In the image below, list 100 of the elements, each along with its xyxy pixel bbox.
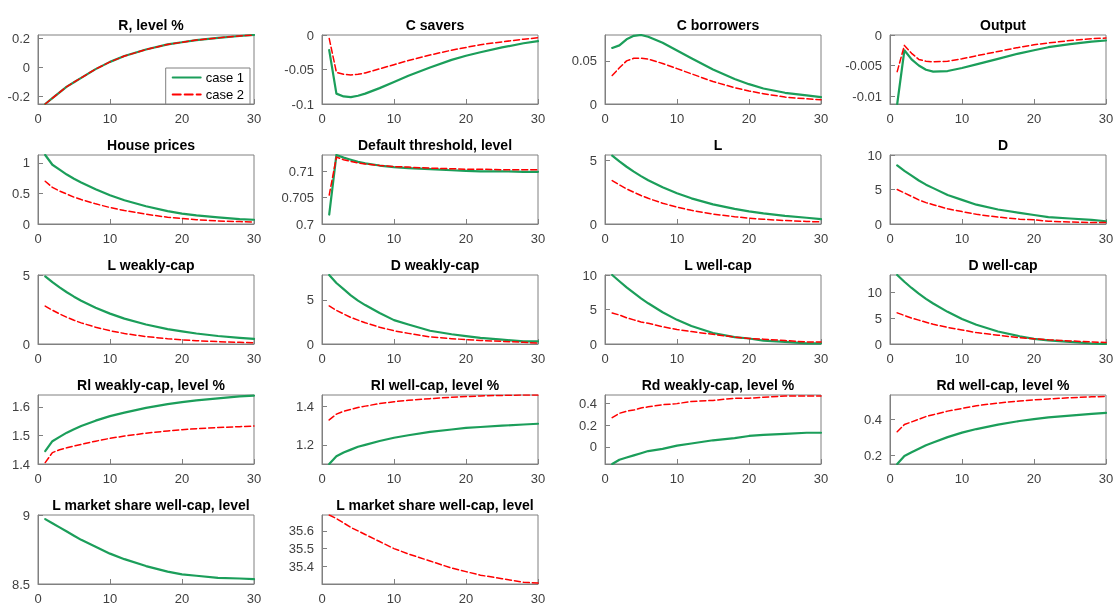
line-series [44, 180, 255, 223]
y-tick-label: 0 [589, 439, 597, 455]
y-tick-label: 0.5 [11, 185, 30, 201]
line-series [896, 411, 1108, 466]
y-tick-label: 35.5 [288, 541, 314, 557]
x-tick-label: 0 [34, 591, 42, 605]
line-series [896, 39, 1108, 106]
x-tick-label: 20 [741, 111, 757, 126]
y-tick-label: 0 [306, 336, 314, 352]
y-tick-label: 8.5 [11, 576, 30, 592]
x-tick-label: 10 [669, 351, 685, 366]
line-series [44, 305, 255, 344]
y-tick-label: 0.71 [288, 163, 314, 179]
y-tick-label: 0 [306, 27, 314, 43]
y-tick-label: 10 [867, 147, 882, 163]
y-tick-label: 0 [874, 216, 882, 232]
x-tick-label: 10 [954, 471, 970, 486]
y-tick-label: 10 [867, 284, 882, 300]
x-tick-label: 10 [102, 231, 118, 246]
y-tick-label: 1.4 [11, 456, 30, 472]
x-tick-label: 0 [601, 351, 609, 366]
x-tick-label: 30 [246, 591, 262, 605]
x-tick-label: 10 [102, 591, 118, 605]
x-tick-label: 10 [954, 111, 970, 126]
x-tick-label: 0 [886, 111, 894, 126]
chart-title: D [997, 137, 1009, 153]
y-tick-label: 0 [589, 216, 597, 232]
line-series [611, 273, 823, 345]
line-series [611, 154, 823, 221]
line-series [44, 394, 256, 453]
x-tick-label: 0 [318, 591, 326, 605]
y-tick-label: 35.6 [288, 523, 314, 539]
y-tick-label: 10 [582, 267, 597, 283]
x-tick-label: 30 [813, 111, 829, 126]
x-tick-label: 30 [246, 231, 262, 246]
x-tick-label: 30 [813, 351, 829, 366]
line-series [611, 33, 823, 99]
y-tick-label: 0.05 [571, 53, 597, 69]
x-tick-label: 20 [174, 471, 190, 486]
line-series [44, 518, 256, 581]
chart-title: C borrowers [676, 17, 760, 33]
line-series [896, 37, 1107, 73]
line-series [328, 514, 539, 584]
y-tick-label: 5 [589, 302, 597, 317]
x-tick-label: 10 [954, 351, 970, 366]
x-tick-label: 30 [1098, 471, 1114, 486]
chart-title: R, level % [118, 17, 185, 33]
x-tick-label: 20 [741, 231, 757, 246]
x-tick-label: 10 [102, 471, 118, 486]
y-tick-label: 5 [22, 267, 30, 283]
line-series [611, 57, 822, 101]
line-series [44, 425, 255, 464]
x-tick-label: 20 [458, 351, 474, 366]
x-tick-label: 10 [386, 591, 402, 605]
x-tick-label: 0 [886, 471, 894, 486]
x-tick-label: 0 [34, 351, 42, 366]
legend-label: case 1 [205, 70, 245, 85]
y-tick-label: -0.2 [7, 89, 30, 105]
chart-title: Rd well-cap, level % [936, 377, 1071, 393]
x-tick-label: 20 [741, 351, 757, 366]
x-tick-label: 30 [246, 471, 262, 486]
x-tick-label: 10 [386, 471, 402, 486]
x-tick-label: 10 [954, 231, 970, 246]
y-tick-label: 0 [22, 216, 30, 232]
y-tick-label: 1.6 [11, 399, 30, 415]
line-series [44, 153, 256, 221]
line-series [328, 273, 540, 343]
x-tick-label: 20 [458, 471, 474, 486]
x-tick-label: 20 [174, 111, 190, 126]
line-series [328, 153, 540, 216]
line-series [328, 394, 539, 421]
x-tick-label: 10 [669, 471, 685, 486]
x-tick-label: 30 [246, 351, 262, 366]
y-tick-label: -0.01 [852, 88, 882, 104]
y-tick-label: -0.1 [291, 96, 314, 112]
x-tick-label: 0 [886, 231, 894, 246]
chart-title: D weakly-cap [390, 257, 480, 273]
x-tick-label: 0 [601, 111, 609, 126]
line-series [328, 37, 539, 76]
line-series [611, 431, 823, 466]
y-tick-label: 0.2 [863, 447, 882, 463]
x-tick-label: 20 [741, 471, 757, 486]
line-series [896, 312, 1107, 344]
line-series [611, 395, 822, 419]
x-tick-label: 0 [34, 471, 42, 486]
y-tick-label: 1.5 [11, 427, 30, 443]
x-tick-label: 30 [1098, 111, 1114, 126]
chart-title: L [713, 137, 723, 153]
legend-label: case 2 [205, 87, 245, 102]
y-tick-label: -0.05 [284, 62, 314, 77]
x-tick-label: 20 [458, 231, 474, 246]
chart-title: Output [980, 17, 1027, 33]
x-tick-label: 30 [813, 471, 829, 486]
y-tick-label: 0 [22, 60, 30, 76]
x-tick-label: 30 [813, 231, 829, 246]
y-tick-label: 5 [874, 310, 882, 326]
x-tick-label: 20 [174, 351, 190, 366]
x-tick-label: 0 [34, 231, 42, 246]
y-tick-label: 0.4 [863, 411, 882, 427]
line-series [328, 156, 539, 196]
